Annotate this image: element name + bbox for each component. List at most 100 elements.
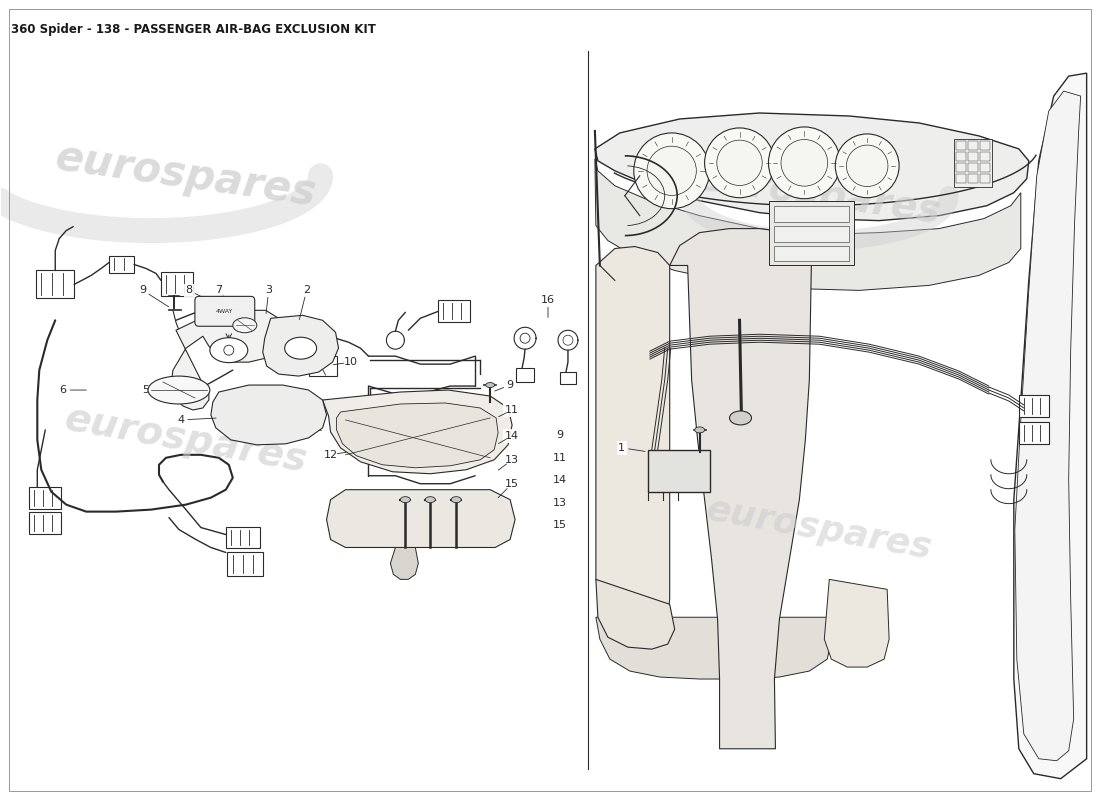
- Ellipse shape: [148, 376, 210, 404]
- Polygon shape: [337, 403, 498, 468]
- Polygon shape: [322, 390, 513, 474]
- Bar: [648, 450, 710, 492]
- Text: 9: 9: [557, 430, 563, 440]
- Text: 6: 6: [59, 385, 67, 395]
- Bar: [438, 300, 470, 322]
- Text: 14: 14: [553, 474, 566, 485]
- Bar: [232, 400, 245, 420]
- Text: 11: 11: [553, 453, 566, 462]
- Text: 4: 4: [177, 415, 185, 425]
- Text: 4WAY: 4WAY: [216, 309, 233, 314]
- Bar: [161, 273, 192, 296]
- Bar: [36, 270, 74, 298]
- Ellipse shape: [400, 497, 410, 502]
- Polygon shape: [170, 310, 283, 410]
- Text: 7: 7: [216, 286, 222, 295]
- Bar: [968, 174, 978, 182]
- Bar: [774, 206, 849, 222]
- Text: 1: 1: [618, 443, 625, 453]
- Text: 8: 8: [186, 286, 192, 295]
- Polygon shape: [596, 579, 674, 649]
- Text: 3: 3: [265, 286, 272, 295]
- Circle shape: [563, 335, 573, 345]
- Bar: [968, 163, 978, 172]
- Bar: [309, 356, 337, 376]
- Bar: [980, 141, 990, 150]
- Circle shape: [846, 145, 888, 186]
- Bar: [30, 486, 62, 509]
- Polygon shape: [595, 159, 1021, 290]
- Circle shape: [705, 128, 774, 198]
- Bar: [250, 400, 264, 420]
- FancyBboxPatch shape: [195, 296, 255, 326]
- Bar: [30, 512, 62, 534]
- Polygon shape: [390, 547, 418, 579]
- Bar: [1019, 422, 1048, 444]
- Polygon shape: [263, 315, 339, 376]
- Bar: [956, 152, 966, 161]
- Circle shape: [769, 127, 840, 198]
- Polygon shape: [824, 579, 889, 667]
- Bar: [956, 141, 966, 150]
- Polygon shape: [595, 113, 1028, 221]
- Ellipse shape: [486, 382, 495, 387]
- Bar: [956, 174, 966, 182]
- Text: 12: 12: [323, 450, 338, 460]
- Text: 13: 13: [505, 454, 519, 465]
- Polygon shape: [596, 618, 832, 679]
- Bar: [769, 201, 855, 266]
- Circle shape: [520, 334, 530, 343]
- Ellipse shape: [233, 318, 256, 333]
- Text: 2: 2: [304, 286, 310, 295]
- Circle shape: [835, 134, 899, 198]
- Bar: [954, 139, 992, 186]
- Text: eurospares: eurospares: [704, 493, 935, 566]
- Ellipse shape: [426, 497, 436, 502]
- Text: eurospares: eurospares: [53, 137, 319, 215]
- Bar: [980, 152, 990, 161]
- Bar: [980, 163, 990, 172]
- Text: 14: 14: [505, 431, 519, 441]
- Text: eurospares: eurospares: [62, 400, 310, 480]
- Ellipse shape: [285, 338, 317, 359]
- Bar: [774, 246, 849, 262]
- Text: 9: 9: [140, 286, 146, 295]
- Bar: [267, 400, 282, 420]
- Ellipse shape: [451, 497, 461, 502]
- Bar: [560, 372, 576, 384]
- Bar: [968, 141, 978, 150]
- Bar: [980, 174, 990, 182]
- Circle shape: [318, 343, 323, 349]
- Polygon shape: [1014, 73, 1087, 778]
- Text: 11: 11: [505, 405, 519, 415]
- Polygon shape: [1015, 91, 1080, 761]
- Text: eurospares: eurospares: [695, 160, 944, 232]
- Polygon shape: [670, 229, 812, 749]
- Text: 15: 15: [553, 519, 566, 530]
- Circle shape: [647, 146, 696, 195]
- Polygon shape: [596, 246, 670, 618]
- Circle shape: [223, 345, 234, 355]
- Text: 10: 10: [343, 357, 358, 367]
- Polygon shape: [327, 490, 515, 547]
- Circle shape: [717, 140, 762, 186]
- Bar: [956, 163, 966, 172]
- Text: 13: 13: [553, 498, 566, 508]
- Polygon shape: [211, 385, 327, 445]
- Text: 5: 5: [143, 385, 150, 395]
- Bar: [516, 368, 534, 382]
- Circle shape: [781, 139, 827, 186]
- Ellipse shape: [729, 411, 751, 425]
- Text: 16: 16: [541, 295, 556, 306]
- Bar: [1019, 395, 1048, 417]
- Circle shape: [634, 133, 710, 209]
- Ellipse shape: [694, 427, 705, 433]
- Text: 360 Spider - 138 - PASSENGER AIR-BAG EXCLUSION KIT: 360 Spider - 138 - PASSENGER AIR-BAG EXC…: [11, 23, 376, 36]
- Ellipse shape: [210, 338, 248, 362]
- Bar: [109, 255, 134, 274]
- Bar: [968, 152, 978, 161]
- Bar: [227, 553, 263, 576]
- Text: 9: 9: [506, 380, 514, 390]
- Text: 15: 15: [505, 478, 519, 489]
- Bar: [774, 226, 849, 242]
